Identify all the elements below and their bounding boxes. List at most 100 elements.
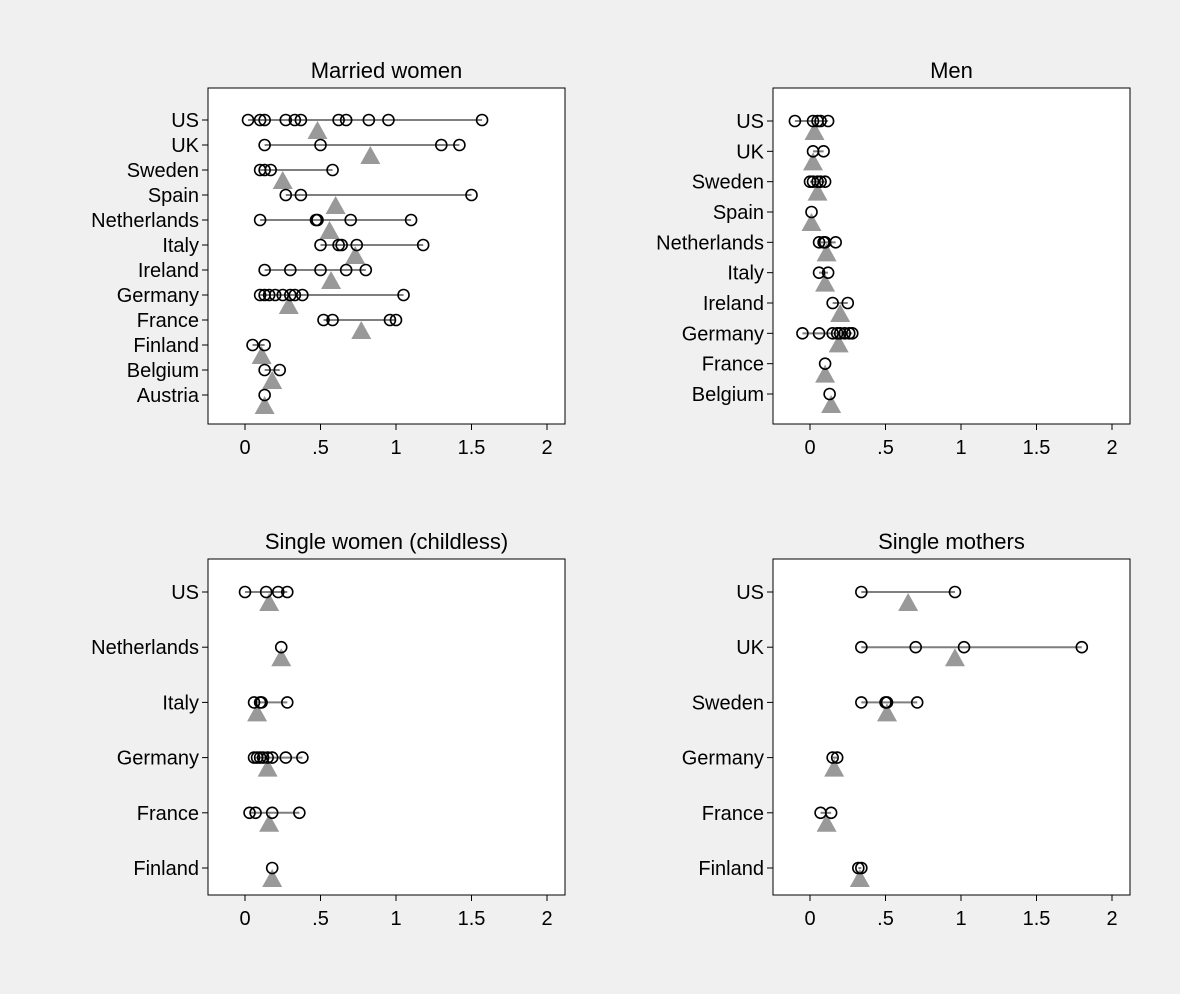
y-tick-label: UK [736,141,764,163]
estimate-marker [279,751,293,764]
panel-title: Men [930,58,973,83]
estimate-marker [241,113,255,127]
mean-marker [251,346,272,364]
estimate-marker [271,585,285,599]
estimate-marker [948,585,962,599]
estimate-marker [826,296,839,310]
estimate-marker [288,288,302,302]
mean-marker [898,593,919,611]
y-tick-label: Ireland [703,293,764,315]
estimate-marker [279,113,293,127]
estimate-marker [814,175,827,188]
estimate-marker [276,288,290,302]
estimate-marker [258,263,271,277]
estimate-marker [821,114,835,128]
mean-marker [816,813,837,832]
estimate-marker [293,806,306,820]
estimate-marker [280,696,294,709]
estimate-marker [243,806,256,820]
estimate-marker [465,188,478,202]
estimate-marker [855,861,868,875]
mean-marker [804,122,825,140]
estimate-marker [383,313,397,327]
estimate-marker [264,163,277,177]
y-tick-label: Finland [133,858,199,880]
mean-marker [254,396,275,414]
estimate-marker [855,585,868,599]
y-tick-label: France [137,803,199,825]
estimate-marker [296,288,309,302]
mean-marker [247,703,268,722]
y-tick-label: Finland [133,335,199,357]
estimate-marker [957,640,971,654]
estimate-marker [265,751,279,764]
y-tick-label: Italy [727,263,764,285]
estimate-marker [806,175,820,188]
estimate-marker [805,205,818,219]
plot-area [207,558,566,896]
estimate-marker [332,113,345,127]
y-tick-label: Italy [162,235,199,257]
y-tick-label: Sweden [127,160,199,182]
y-tick-label: Finland [698,858,764,880]
mean-marker [271,648,292,667]
estimate-marker [796,327,809,340]
mean-marker [321,271,342,289]
y-tick-label: Sweden [692,692,764,714]
y-tick-label: Spain [713,202,764,224]
mean-marker [801,213,822,231]
estimate-marker [268,288,282,302]
mean-marker [830,304,851,322]
estimate-marker [265,806,279,820]
x-tick-label: 1 [955,437,966,459]
estimate-marker [280,585,294,599]
estimate-marker [788,114,802,128]
mean-marker [828,334,849,353]
estimate-marker [833,327,847,340]
panel-title: Single mothers [878,529,1025,554]
y-tick-label: Netherlands [91,210,199,232]
estimate-marker [350,238,364,252]
estimate-marker [274,640,288,654]
estimate-marker [359,263,373,277]
estimate-marker [823,387,836,401]
x-tick-label: 1.5 [458,908,486,930]
mean-marker [824,758,845,777]
estimate-marker [841,296,855,310]
y-tick-label: Italy [162,692,199,714]
estimate-marker [339,113,353,127]
x-tick-label: 2 [541,908,552,930]
y-tick-label: Sweden [692,172,764,194]
y-tick-label: Germany [682,748,764,770]
x-tick-label: 1.5 [1023,437,1051,459]
estimate-marker [818,357,832,370]
estimate-marker [259,585,273,599]
estimate-marker [339,263,353,277]
x-tick-label: 1 [390,437,401,459]
estimate-marker [475,113,489,127]
estimate-marker [296,751,309,764]
estimate-marker [389,313,403,327]
x-tick-label: .5 [877,437,894,459]
mean-marker [815,273,836,292]
mean-marker [262,869,283,887]
y-tick-label: UK [736,637,764,659]
x-tick-label: .5 [312,908,329,930]
estimate-marker [238,585,252,599]
mean-marker [262,371,283,389]
estimate-marker [253,113,267,127]
estimate-marker [1075,640,1089,654]
estimate-marker [416,238,430,252]
estimate-marker [288,113,302,127]
y-tick-label: US [171,582,199,604]
y-tick-label: Germany [117,748,199,770]
x-tick-label: .5 [312,437,329,459]
estimate-marker [830,751,844,764]
estimate-marker [314,138,327,152]
x-tick-label: 0 [804,908,815,930]
y-tick-label: Germany [117,285,199,307]
estimate-marker [258,138,271,152]
mean-marker [257,758,278,777]
estimate-marker [362,113,376,127]
x-tick-label: 1.5 [1023,908,1051,930]
